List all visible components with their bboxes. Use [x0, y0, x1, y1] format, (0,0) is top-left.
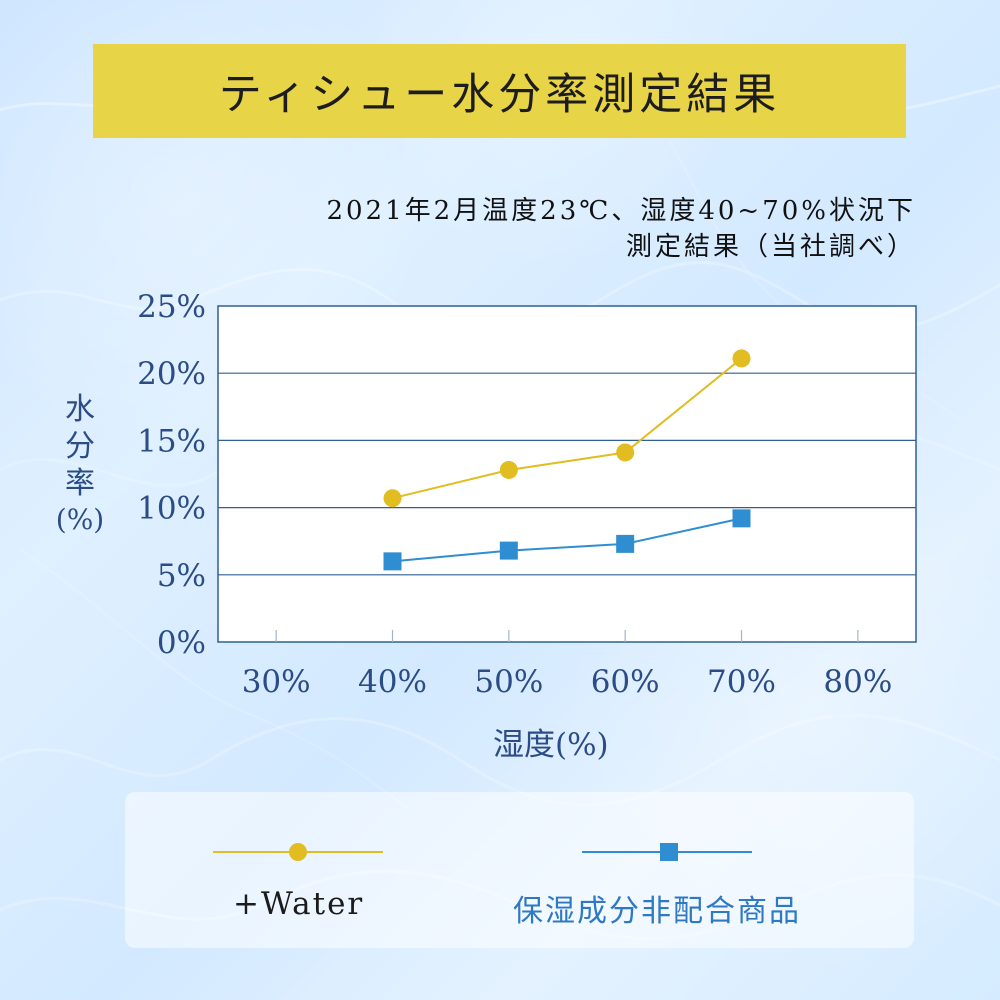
- x-tick-label-60: 60%: [591, 664, 660, 700]
- x-tick-label-40: 40%: [358, 664, 427, 700]
- legend-box: [125, 792, 914, 948]
- title-banner: ティシュー水分率測定結果: [93, 44, 906, 138]
- plot-background: [217, 305, 917, 643]
- series-line-water: [392, 357, 743, 500]
- subtitle-line-2: 測定結果（当社調べ）: [625, 231, 916, 262]
- legend-product-label: 保湿成分非配合商品: [513, 894, 801, 929]
- y-axis-title-char-2: 分: [65, 428, 95, 464]
- x-tick-label-50: 50%: [474, 664, 543, 700]
- x-tick-label-80: 80%: [823, 664, 892, 700]
- y-tick-label-15: 15%: [137, 423, 206, 459]
- tick-group: 0% 5% 10% 15% 20% 25% 30% 40% 50% 60% 70% 80%: [137, 289, 892, 700]
- series-point-water-60: [616, 443, 635, 462]
- series-point-water-70: [732, 349, 751, 368]
- series-point-product-50: [499, 541, 518, 560]
- series-point-water-50: [499, 460, 518, 479]
- legend-water-label: +Water: [233, 886, 365, 922]
- page-title: ティシュー水分率測定結果: [218, 70, 781, 120]
- legend-water-marker: [289, 843, 307, 861]
- series-point-product-70: [732, 509, 751, 528]
- series-line-product: [392, 517, 742, 563]
- y-tick-label-25: 25%: [137, 289, 206, 325]
- x-tick-label-30: 30%: [242, 664, 311, 700]
- y-tick-label-5: 5%: [157, 558, 206, 594]
- series-point-water-40: [383, 489, 402, 508]
- y-axis-title-char-1: 水: [65, 392, 95, 427]
- legend-product-marker: [660, 843, 678, 861]
- y-axis-title: 水 分 率 (%): [50, 392, 110, 537]
- x-axis-title: 湿度(%): [493, 727, 609, 763]
- series-group: [383, 349, 751, 571]
- y-tick-label-20: 20%: [137, 356, 206, 392]
- subtitle-line-1: 2021年2月温度23℃、湿度40~70%状況下: [326, 196, 916, 226]
- y-tick-label-10: 10%: [137, 491, 206, 527]
- series-point-product-60: [616, 534, 635, 553]
- subtitle-block: 2021年2月温度23℃、湿度40~70%状況下 測定結果（当社調べ）: [216, 194, 916, 266]
- series-point-product-40: [383, 552, 402, 571]
- grid-group: [218, 372, 916, 576]
- y-axis-title-unit: (%): [55, 502, 105, 536]
- x-tick-label-70: 70%: [707, 664, 776, 700]
- y-tick-label-0: 0%: [157, 625, 206, 661]
- y-axis-title-char-3: 率: [65, 465, 95, 501]
